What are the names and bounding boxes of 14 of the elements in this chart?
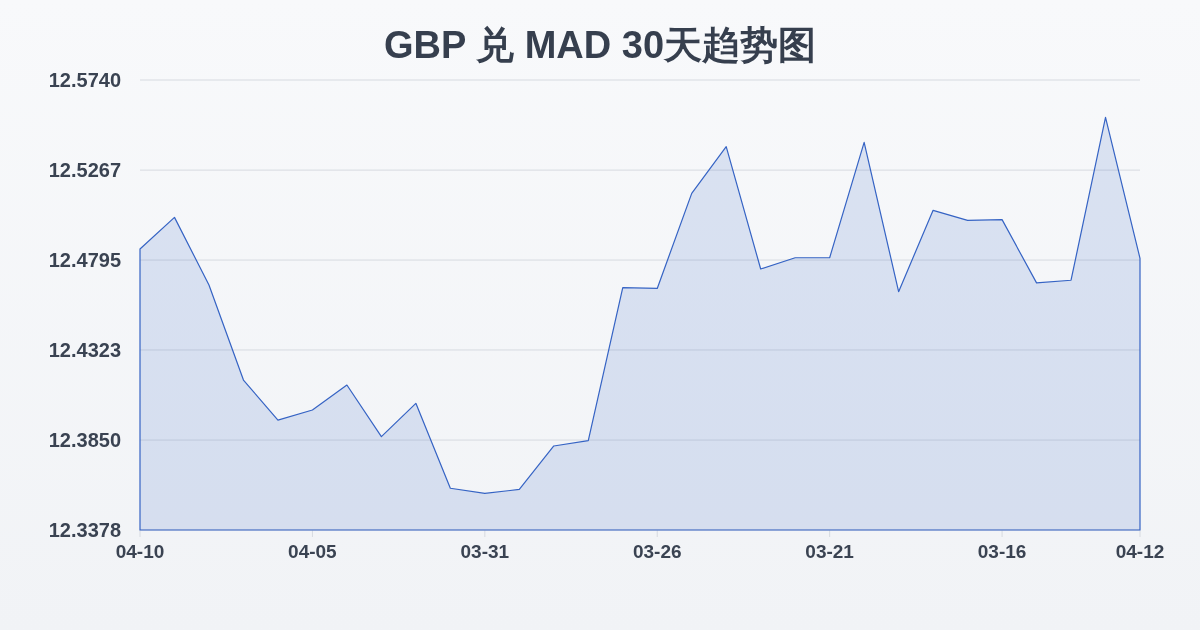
y-tick-label: 12.5740: [48, 69, 121, 91]
title: GBP 兑 MAD 30天趋势图: [383, 24, 817, 66]
x-tick-label: 03-26: [632, 540, 682, 562]
y-tick-label: 12.3378: [48, 519, 121, 541]
x-tick-label: 03-31: [460, 540, 510, 562]
y-tick-label: 12.3850: [48, 429, 121, 452]
y-tick-label: 12.4795: [48, 249, 121, 272]
y-tick-label: 12.4323: [48, 338, 121, 361]
x-tick-label: 03-16: [977, 540, 1027, 562]
x-tick-label: 03-21: [805, 540, 855, 562]
y-tick-label: 12.5267: [48, 159, 121, 182]
x-tick-label: 04-12: [1115, 540, 1165, 562]
x-tick-label: 04-05: [288, 540, 338, 562]
x-tick-label: 04-10: [115, 540, 165, 562]
